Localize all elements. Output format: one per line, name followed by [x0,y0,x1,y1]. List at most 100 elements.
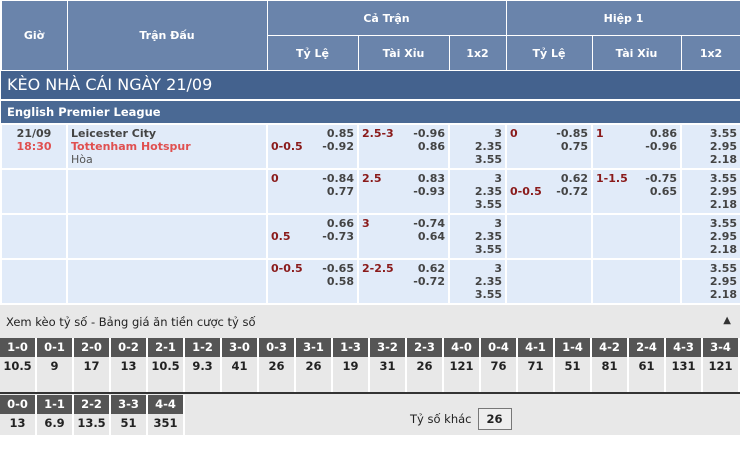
ft-1x2[interactable]: 3 2.35 3.55 [447,212,508,260]
odds[interactable]: -0.74 0.64 [413,216,445,243]
score-cell[interactable]: 4-4 351 [148,394,185,450]
line-label: 1-1.5 [596,171,628,185]
line-label: 2.5 [362,171,382,185]
odds[interactable]: 0.83 -0.93 [413,171,445,198]
line-label: 0 [510,126,518,140]
score-label: 1-0 [0,337,35,357]
odds[interactable]: 0.86 -0.96 [645,126,678,153]
score-label: 0-3 [259,337,294,357]
score-cell[interactable]: 2-1 10.5 [148,337,185,393]
header-full-time: Cả Trận [266,0,507,36]
score-cell[interactable]: 1-1 6.9 [37,394,74,450]
header-first-half: Hiệp 1 [505,0,740,36]
match-cell [66,167,268,215]
score-cell[interactable]: 3-1 26 [296,337,333,393]
score-odds: 51 [564,358,581,373]
other-score-value[interactable]: 26 [477,407,512,430]
header-ft-over-under: Tài Xỉu [357,35,450,71]
score-cell[interactable]: 1-3 19 [333,337,370,393]
score-cell[interactable]: 3-2 31 [370,337,407,393]
odds[interactable]: -0.84 0.77 [322,171,354,198]
score-cell[interactable]: 1-0 10.5 [0,337,37,393]
h1-over-under-wrap [596,217,677,230]
ft-1x2[interactable]: 3 2.35 3.55 [447,167,508,215]
h1-handicap-wrap: 0 -0.85 0.75 [510,127,588,153]
odds[interactable]: 0.66 -0.73 [322,216,354,243]
score-label: 1-4 [555,337,590,357]
score-cell[interactable]: 4-2 81 [592,337,629,393]
score-cell[interactable]: 2-0 17 [74,337,111,393]
score-cell[interactable]: 3-3 51 [111,394,148,450]
collapse-triangle-icon[interactable]: ▲ [723,314,731,326]
score-grid-row2: 0-0 13 1-1 6.9 2-2 13.5 3-3 51 4-4 351 [0,394,185,450]
score-label: 2-0 [74,337,109,357]
header-ft-handicap: Tỷ Lệ [266,35,359,71]
away-team[interactable]: Tottenham Hotspur [71,139,191,153]
h1-1x2[interactable]: 3.55 2.95 2.18 [680,212,740,260]
score-cell[interactable]: 1-4 51 [555,337,592,393]
score-cell[interactable]: 3-4 121 [703,337,740,393]
score-cell[interactable]: 3-0 41 [222,337,259,393]
header-h1-handicap: Tỷ Lệ [505,35,593,71]
score-cell[interactable]: 0-3 26 [259,337,296,393]
odds[interactable]: 0.85 -0.92 [322,126,354,153]
ft-over-under-wrap: 2-2.5 0.62 -0.72 [362,262,445,288]
score-label: 3-4 [703,337,738,357]
h1-over-under-wrap [596,262,677,275]
score-label: 4-3 [666,337,701,357]
score-odds: 6.9 [44,415,65,430]
score-cell[interactable]: 0-4 76 [481,337,518,393]
score-cell[interactable]: 2-2 13.5 [74,394,111,450]
score-label: 3-0 [222,337,257,357]
h1-over-under-wrap: 1-1.5 -0.75 0.65 [596,172,677,198]
score-odds: 121 [449,358,474,373]
line-label: 0-0.5 [510,184,542,198]
odds[interactable]: -0.85 0.75 [556,126,589,153]
line-label: 2-2.5 [362,261,394,275]
score-label: 2-1 [148,337,183,357]
header-h1-1x2: 1x2 [680,35,740,71]
score-odds: 76 [490,358,507,373]
line-label: 0-0.5 [271,261,303,275]
league-name[interactable]: English Premier League [1,99,740,125]
ft-1x2[interactable]: 3 2.35 3.55 [447,122,508,170]
h1-1x2[interactable]: 3.55 2.95 2.18 [680,167,740,215]
table-row: 0.5 0.66 -0.73 3 -0.74 0.64 3 2.35 3.55 3.55 2.95 2… [0,212,740,260]
h1-handicap [505,257,594,305]
correct-score-title[interactable]: Xem kèo tỷ số - Bảng giá ăn tiền cược tỷ… [6,314,256,329]
score-label: 1-1 [37,394,72,414]
home-team[interactable]: Leicester City [71,126,157,140]
score-odds: 26 [268,358,285,373]
odds[interactable]: -0.75 0.65 [645,171,678,198]
odds-table: Giờ Trận Đấu Cả Trận Hiệp 1 Tỷ Lệ Tài Xỉ… [0,0,740,305]
ft-1x2[interactable]: 3 2.35 3.55 [447,257,508,305]
odds[interactable]: -0.65 0.58 [322,261,354,288]
odds[interactable]: -0.96 0.86 [413,126,445,153]
h1-1x2[interactable]: 3.55 2.95 2.18 [680,122,740,170]
h1-1x2[interactable]: 3.55 2.95 2.18 [680,257,740,305]
score-cell[interactable]: 4-0 121 [444,337,481,393]
score-odds: 13.5 [77,415,106,430]
h1-over-under: 1-1.5 -0.75 0.65 [591,167,683,215]
score-cell[interactable]: 0-0 13 [0,394,37,450]
score-cell[interactable]: 1-2 9.3 [185,337,222,393]
score-cell[interactable]: 2-3 26 [407,337,444,393]
ft-over-under: 2.5 0.83 -0.93 [357,167,450,215]
score-cell[interactable]: 0-1 9 [37,337,74,393]
score-odds: 351 [153,415,178,430]
odds[interactable]: 0.62 -0.72 [413,261,445,288]
score-cell[interactable]: 2-4 61 [629,337,666,393]
line-label: 0 [271,171,279,185]
score-cell[interactable]: 4-1 71 [518,337,555,393]
odds[interactable]: 0.62 -0.72 [556,171,589,198]
score-odds: 17 [83,358,100,373]
score-cell[interactable]: 4-3 131 [666,337,703,393]
match-cell [66,257,268,305]
score-label: 3-3 [111,394,146,414]
score-cell[interactable]: 0-2 13 [111,337,148,393]
line-label: 0.5 [271,229,291,243]
h1-over-under: 1 0.86 -0.96 [591,122,683,170]
h1-handicap [505,212,594,260]
score-label: 2-3 [407,337,442,357]
score-label: 0-4 [481,337,516,357]
